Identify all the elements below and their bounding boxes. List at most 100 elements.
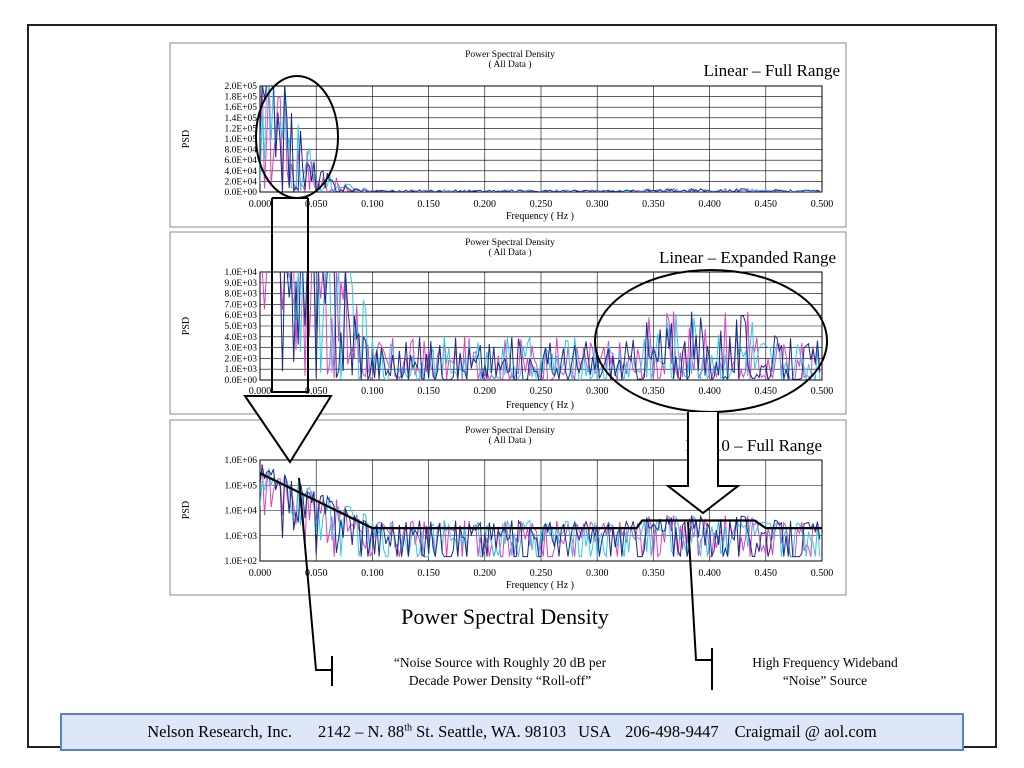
x-tick-label: 0.150: [417, 386, 440, 397]
callout-line-right: [687, 521, 712, 661]
y-tick-label: 1.4E+05: [224, 114, 257, 124]
x-tick-label: 0.500: [811, 568, 834, 579]
note-wideband-line2: “Noise” Source: [782, 673, 868, 688]
zoom-connector: [271, 198, 309, 393]
x-tick-label: 0.000: [249, 386, 272, 397]
y-axis-title: PSD: [181, 501, 192, 519]
plot-area: [259, 459, 823, 562]
range-label: Linear – Expanded Range: [659, 248, 836, 267]
series-group: [261, 272, 821, 380]
y-tick-label: 1.8E+05: [224, 93, 257, 103]
note-roll-off-line2: Decade Power Density “Roll-off”: [408, 673, 592, 688]
y-tick-label: 8.0E+04: [224, 146, 257, 156]
footer-contact-bar: Nelson Research, Inc. 2142 – N. 88th St.…: [60, 713, 964, 751]
series-line-cyan: [260, 469, 821, 559]
x-tick-label: 0.050: [305, 386, 328, 397]
note-roll-off: “Noise Source with Roughly 20 dB per Dec…: [340, 654, 660, 690]
chart-panel-2: 0.000 0.050 0.100 0.150 0.200 0.250 0.300 0.350…: [169, 231, 847, 415]
series-line-navy: [279, 272, 821, 380]
y-tick-label: 8.0E+03: [224, 290, 257, 300]
x-tick-label: 0.450: [755, 199, 778, 210]
note-wideband: High Frequency Wideband “Noise” Source: [720, 654, 930, 690]
down-arrow-right: [665, 412, 741, 515]
x-tick-label: 0.350: [642, 199, 665, 210]
chart-title: Power Spectral Density: [465, 50, 555, 60]
x-tick-label: 0.450: [755, 386, 778, 397]
y-axis-title: PSD: [181, 130, 192, 148]
chart-title: Power Spectral Density: [465, 238, 555, 248]
y-tick-label: 1.2E+05: [224, 124, 257, 134]
chart-panel-1: 0.000 0.050 0.100 0.150 0.200 0.250 0.300 0.350…: [169, 42, 847, 228]
down-arrow-large: [243, 395, 333, 464]
chart-panel-border: [169, 231, 847, 415]
footer-address-sup: th: [404, 722, 412, 734]
range-label: Linear – Full Range: [704, 61, 840, 80]
chart-subtitle: ( All Data ): [488, 247, 531, 258]
x-tick-label: 0.300: [586, 199, 609, 210]
y-tick-label: 3.0E+03: [224, 344, 257, 354]
y-tick-label: 6.0E+04: [224, 156, 257, 166]
y-tick-label: 9.0E+03: [224, 279, 257, 289]
y-tick-label: 4.0E+03: [224, 333, 257, 343]
footer-phone: 206-498-9447: [625, 722, 719, 741]
y-tick-label: 1.0E+02: [224, 557, 257, 567]
y-tick-label: 2.0E+05: [224, 82, 257, 92]
footer-email: Craigmail @ aol.com: [734, 722, 877, 741]
plot-area: [259, 271, 823, 381]
footer-company: Nelson Research, Inc.: [147, 722, 293, 741]
x-tick-label: 0.200: [474, 568, 497, 579]
x-tick-label: 0.350: [642, 568, 665, 579]
y-tick-label: 0.0E+00: [224, 376, 257, 386]
x-tick-label: 0.250: [530, 199, 553, 210]
y-tick-label: 7.0E+03: [224, 300, 257, 310]
main-title: Power Spectral Density: [401, 604, 609, 629]
x-axis-title: Frequency ( Hz ): [506, 580, 574, 591]
x-tick-label: 0.100: [361, 568, 384, 579]
x-tick-label: 0.300: [586, 568, 609, 579]
series-line-navy: [260, 464, 821, 558]
envelope-line: [259, 472, 822, 530]
x-tick-label: 0.050: [305, 199, 328, 210]
callout-line-left: [298, 477, 332, 671]
x-tick-label: 0.050: [305, 568, 328, 579]
x-tick-label: 0.200: [474, 199, 497, 210]
series-line-cyan: [288, 272, 821, 380]
note-wideband-line1: High Frequency Wideband: [752, 655, 898, 670]
y-tick-label: 1.6E+05: [224, 103, 257, 113]
chart-subtitle: ( All Data ): [488, 59, 531, 70]
chart-title: Power Spectral Density: [465, 426, 555, 436]
y-tick-label: 1.0E+03: [224, 532, 257, 542]
x-tick-label: 0.450: [755, 568, 778, 579]
y-tick-label: 1.0E+03: [224, 365, 257, 375]
y-tick-label: 1.0E+04: [224, 507, 257, 517]
x-axis-title: Frequency ( Hz ): [506, 211, 574, 222]
series-line-navy: [260, 86, 821, 192]
y-tick-label: 1.0E+04: [224, 268, 257, 278]
x-tick-label: 0.000: [249, 568, 272, 579]
x-tick-label: 0.300: [586, 386, 609, 397]
chart-subtitle: ( All Data ): [488, 435, 531, 446]
x-tick-label: 0.500: [811, 386, 834, 397]
series-group: [260, 464, 821, 559]
footer-address: 2142 – N. 88th St. Seattle, WA. 98103: [318, 722, 566, 742]
note-roll-off-line1: “Noise Source with Roughly 20 dB per: [393, 655, 607, 670]
x-tick-label: 0.400: [698, 568, 721, 579]
y-tick-label: 0.0E+00: [224, 188, 257, 198]
footer-address-pre: 2142 – N. 88: [318, 722, 405, 741]
y-tick-label: 1.0E+06: [224, 456, 257, 466]
x-tick-label: 0.150: [417, 199, 440, 210]
series-group: [260, 86, 821, 192]
y-tick-label: 1.0E+05: [224, 135, 257, 145]
y-tick-label: 2.0E+03: [224, 354, 257, 364]
x-tick-label: 0.200: [474, 386, 497, 397]
chart-panel-3: 0.000 0.050 0.100 0.150 0.200 0.250 0.300 0.350…: [169, 419, 847, 596]
footer-address-post: St. Seattle, WA. 98103: [411, 722, 567, 741]
x-tick-label: 0.150: [417, 568, 440, 579]
x-axis-title: Frequency ( Hz ): [506, 400, 574, 411]
x-tick-label: 0.250: [530, 386, 553, 397]
y-tick-label: 1.0E+05: [224, 481, 257, 491]
range-label: Log10 – Full Range: [686, 436, 822, 455]
y-tick-label: 2.0E+04: [224, 177, 257, 187]
x-tick-label: 0.250: [530, 568, 553, 579]
